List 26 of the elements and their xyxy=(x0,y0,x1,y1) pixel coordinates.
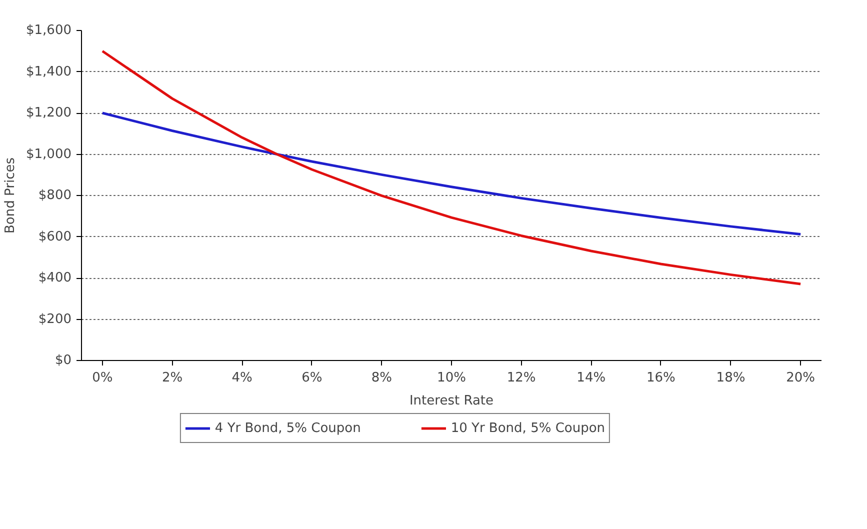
y-tick-label: $600 xyxy=(38,229,72,244)
x-tick-label: 2% xyxy=(162,370,183,386)
x-tick-label: 4% xyxy=(232,370,252,386)
x-tick-label: 12% xyxy=(506,370,536,386)
legend-label: 10 Yr Bond, 5% Coupon xyxy=(450,420,606,436)
y-tick-label: $1,400 xyxy=(26,64,72,80)
y-tick-label: $1,000 xyxy=(26,146,72,162)
legend-label: 4 Yr Bond, 5% Coupon xyxy=(214,420,361,436)
x-tick-label: 16% xyxy=(646,370,676,386)
y-axis-title: Bond Prices xyxy=(3,157,18,234)
x-tick-label: 20% xyxy=(786,370,816,386)
line-series xyxy=(101,50,802,286)
x-tick-label: 18% xyxy=(716,370,746,386)
y-tick-label: $400 xyxy=(38,270,72,286)
y-tick-label: $0 xyxy=(54,353,72,368)
y-tick-label: $800 xyxy=(38,188,72,203)
x-tick-label: 14% xyxy=(576,370,606,386)
y-tick-label: $200 xyxy=(38,312,72,327)
line-series xyxy=(101,112,802,236)
x-tick-label: 6% xyxy=(302,370,322,386)
y-tick-label: $1,200 xyxy=(26,106,72,120)
x-tick-label: 8% xyxy=(371,370,392,386)
x-tick-label: 10% xyxy=(437,370,466,386)
x-axis-title: Interest Rate xyxy=(409,394,494,408)
x-tick-label: 0% xyxy=(92,370,113,386)
y-tick-label: $1,600 xyxy=(26,23,72,38)
